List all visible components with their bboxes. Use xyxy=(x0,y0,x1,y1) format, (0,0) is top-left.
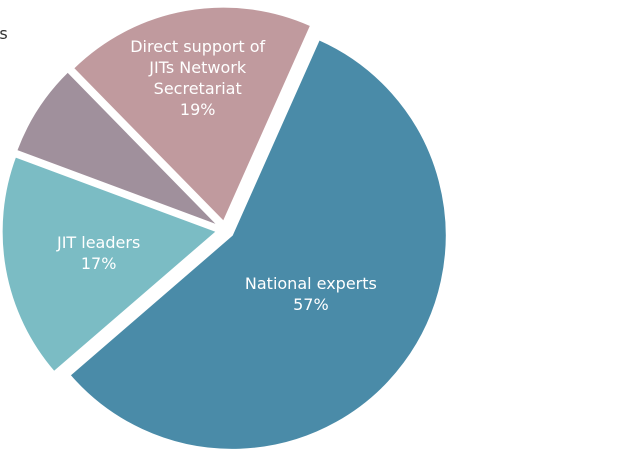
pie-slice xyxy=(16,71,218,226)
category-label: EJ National Desks xyxy=(0,23,8,43)
category-label: Direct support of JITs Network Secretari… xyxy=(130,37,266,99)
value-label: 17% xyxy=(80,253,117,273)
slice-label: JIT leaders 17% xyxy=(39,232,159,274)
pie-slice xyxy=(72,6,312,223)
pie-slice xyxy=(69,39,447,450)
category-label: JIT leaders xyxy=(56,232,141,252)
slice-label: EJ National Desks7% xyxy=(0,23,23,65)
value-label: 19% xyxy=(179,100,216,120)
value-label: 57% xyxy=(293,294,329,314)
category-label: National experts xyxy=(244,273,377,293)
slice-label: Direct support of JITs Network Secretari… xyxy=(123,36,273,120)
value-label: 7% xyxy=(0,44,23,65)
pie-slice xyxy=(1,156,218,373)
slice-label: National experts 57% xyxy=(226,273,396,315)
